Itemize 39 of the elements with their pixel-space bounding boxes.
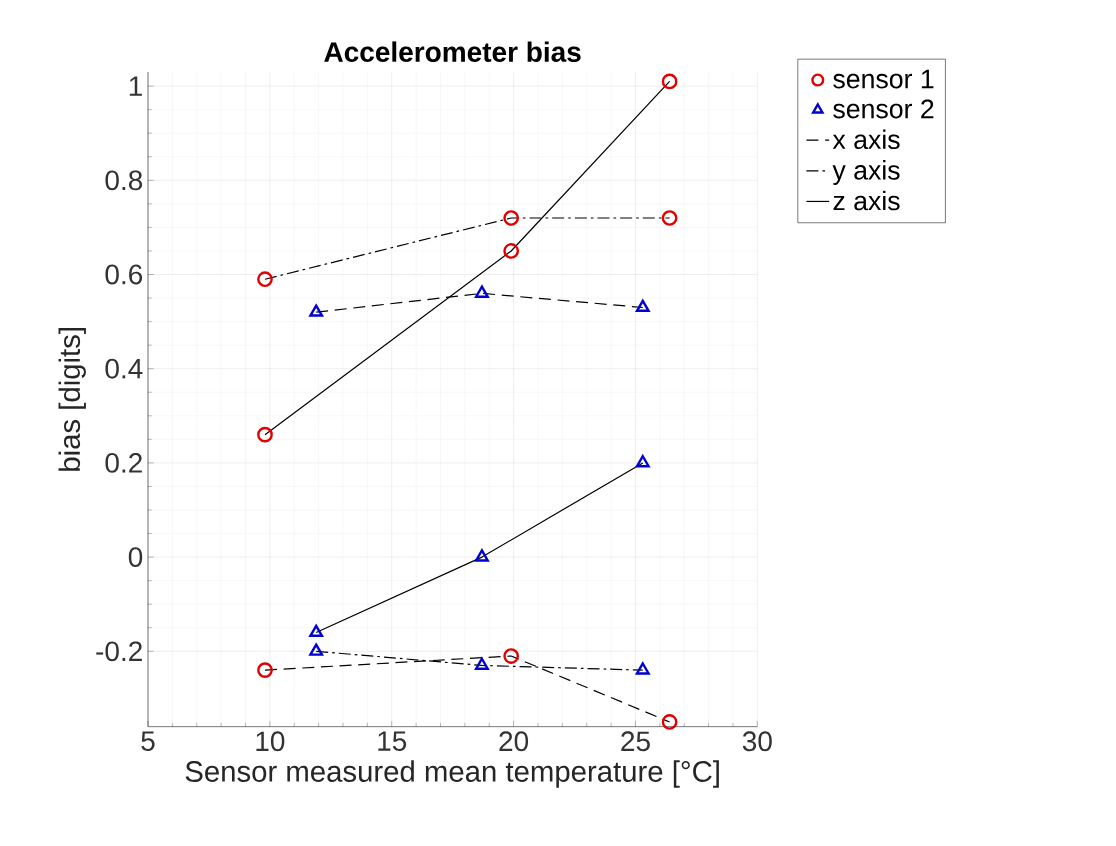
legend-label: y axis [832,160,900,185]
legend-label: sensor 2 [833,99,934,119]
legend-label: sensor 1 [833,69,934,89]
y-tick-label: -0.2 [96,641,142,662]
x-tick-label: 25 [621,731,650,752]
point [503,210,520,226]
point [309,304,324,317]
y-tick-label: 0.4 [105,358,143,379]
point [661,73,678,90]
y-tick-label: 0 [128,547,143,568]
legend-label: x axis [832,129,900,150]
y-tick-label: 0.8 [105,170,143,191]
point [257,426,273,443]
y-tick-label: 1 [129,76,142,96]
chart-title: Accelerometer bias [324,41,581,62]
point [503,243,520,259]
x-tick-label: 30 [742,731,772,752]
point [635,299,650,313]
point [661,714,678,730]
point [503,648,520,664]
point [474,285,489,298]
legend-label: z axis [833,190,900,211]
point [474,657,489,670]
y-tick-label: 0.2 [105,453,142,473]
y-tick-label: 0.6 [105,264,143,285]
point [309,624,324,637]
x-tick-label: 15 [378,731,407,751]
point [257,271,273,288]
x-axis-title: Sensor measured mean temperature [°C] [185,760,719,788]
x-tick-label: 20 [499,731,529,752]
point [635,455,650,468]
x-tick-label: 10 [256,731,285,752]
point [257,662,273,679]
point [661,210,678,226]
point [309,643,324,656]
x-tick-label: 5 [141,731,155,751]
y-axis-title: bias [digits] [58,328,86,471]
point [635,662,650,675]
point [474,549,489,562]
